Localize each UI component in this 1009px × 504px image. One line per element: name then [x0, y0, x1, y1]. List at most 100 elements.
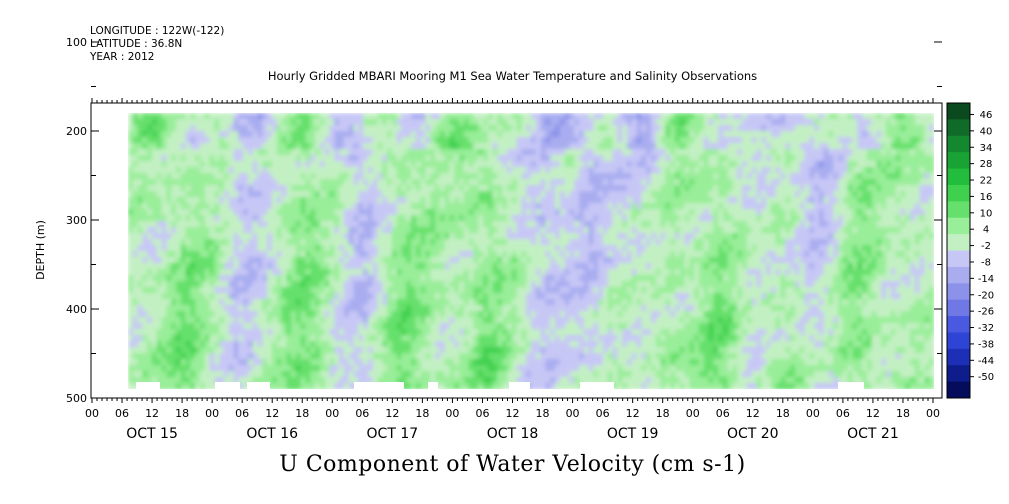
heatmap-cell	[559, 209, 566, 216]
heatmap-cell	[219, 323, 225, 330]
heatmap-cell	[411, 173, 417, 180]
heatmap-cell	[598, 335, 604, 342]
heatmap-cell	[315, 365, 321, 372]
heatmap-cell	[329, 269, 336, 276]
heatmap-cell	[195, 299, 201, 306]
heatmap-cell	[329, 155, 336, 162]
heatmap-cell	[578, 359, 585, 366]
heatmap-cell	[204, 305, 211, 312]
heatmap-cell	[535, 305, 542, 312]
heatmap-cell	[334, 215, 340, 222]
heatmap-cell	[598, 149, 604, 156]
heatmap-cell	[411, 377, 417, 384]
heatmap-cell	[420, 233, 427, 240]
heatmap-cell	[588, 179, 595, 186]
heatmap-cell	[516, 239, 523, 246]
heatmap-cell	[622, 263, 628, 270]
heatmap-cell	[578, 215, 585, 222]
heatmap-cell	[507, 113, 513, 120]
heatmap-cell	[439, 197, 446, 204]
heatmap-cell	[372, 239, 379, 246]
heatmap-cell	[454, 341, 460, 348]
heatmap-cell	[276, 335, 283, 342]
heatmap-cell	[497, 347, 504, 354]
heatmap-cell	[166, 305, 172, 312]
heatmap-cell	[487, 293, 494, 300]
heatmap-cell	[262, 119, 268, 126]
heatmap-cell	[219, 161, 225, 168]
heatmap-cell	[387, 281, 393, 288]
heatmap-cell	[473, 377, 480, 384]
heatmap-cell	[415, 293, 422, 300]
heatmap-cell	[492, 221, 499, 228]
heatmap-cell	[243, 239, 249, 246]
heatmap-cell	[583, 347, 590, 354]
heatmap-cell	[209, 293, 216, 300]
heatmap-cell	[171, 167, 177, 174]
heatmap-cell	[151, 227, 158, 234]
heatmap-cell	[291, 173, 297, 180]
heatmap-cell	[497, 137, 504, 144]
heatmap-cell	[291, 209, 297, 216]
heatmap-cell	[425, 287, 432, 294]
heatmap-cell	[588, 371, 595, 378]
heatmap-cell	[646, 125, 652, 132]
heatmap-cell	[473, 155, 480, 162]
heatmap-cell	[372, 365, 379, 372]
heatmap-cell	[214, 185, 220, 192]
heatmap-cell	[612, 185, 619, 192]
heatmap-cell	[367, 299, 374, 306]
heatmap-cell	[358, 215, 364, 222]
heatmap-cell	[636, 185, 643, 192]
heatmap-cell	[363, 221, 369, 228]
heatmap-cell	[204, 233, 211, 240]
heatmap-cell	[281, 335, 288, 342]
heatmap-cell	[372, 173, 379, 180]
heatmap-cell	[166, 185, 172, 192]
heatmap-cell	[252, 131, 259, 138]
heatmap-cell	[511, 329, 518, 336]
heatmap-cell	[406, 287, 412, 294]
heatmap-cell	[147, 185, 153, 192]
heatmap-cell	[195, 293, 201, 300]
heatmap-cell	[223, 317, 230, 324]
heatmap-cell	[334, 311, 340, 318]
heatmap-cell	[161, 263, 168, 270]
heatmap-cell	[564, 251, 571, 258]
heatmap-cell	[132, 113, 139, 120]
heatmap-cell	[521, 119, 527, 126]
heatmap-cell	[223, 233, 230, 240]
heatmap-cell	[147, 233, 153, 240]
heatmap-cell	[315, 161, 321, 168]
heatmap-cell	[271, 329, 278, 336]
heatmap-cell	[554, 221, 561, 228]
heatmap-cell	[574, 323, 580, 330]
heatmap-cell	[626, 353, 633, 360]
heatmap-cell	[430, 287, 436, 294]
heatmap-cell	[564, 215, 571, 222]
heatmap-cell	[569, 245, 575, 252]
heatmap-cell	[276, 227, 283, 234]
heatmap-cell	[454, 281, 460, 288]
heatmap-cell	[545, 329, 551, 336]
heatmap-cell	[195, 251, 201, 258]
heatmap-cell	[473, 221, 480, 228]
heatmap-cell	[147, 209, 153, 216]
heatmap-cell	[483, 137, 489, 144]
heatmap-cell	[487, 281, 494, 288]
heatmap-cell	[636, 245, 643, 252]
heatmap-cell	[363, 125, 369, 132]
heatmap-cell	[214, 233, 220, 240]
heatmap-cell	[367, 347, 374, 354]
heatmap-cell	[343, 149, 350, 156]
heatmap-cell	[382, 119, 388, 126]
heatmap-cell	[243, 131, 249, 138]
heatmap-cell	[310, 335, 316, 342]
heatmap-cell	[454, 299, 460, 306]
heatmap-cell	[511, 131, 518, 138]
heatmap-cell	[329, 329, 336, 336]
heatmap-cell	[612, 179, 619, 186]
heatmap-cell	[276, 113, 283, 120]
heatmap-cell	[641, 137, 647, 144]
heatmap-cell	[554, 227, 561, 234]
